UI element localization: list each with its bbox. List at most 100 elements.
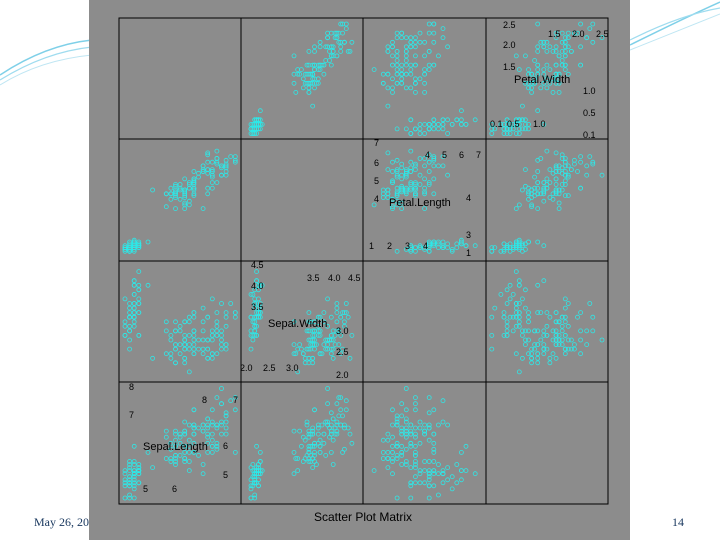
scatter-point [232,159,238,165]
scatter-point [412,431,418,437]
scatter-point [293,456,299,461]
scatter-point [523,305,528,311]
scatter-point [312,49,317,54]
scatter-point [308,319,314,325]
scatter-point [399,428,405,434]
scatter-point [127,495,133,501]
scatter-point [431,440,437,446]
scatter-point [298,67,304,72]
scatter-point [182,355,188,361]
scatter-point [412,90,418,95]
scatter-point [186,314,192,320]
tick-label: 3 [405,241,410,251]
scatter-point [310,342,316,348]
scatter-point [257,126,263,132]
scatter-point [435,126,441,132]
scatter-point [403,71,409,77]
scatter-point [214,440,220,446]
scatter-point [304,346,310,352]
scatter-point [219,332,224,338]
scatter-point [529,346,534,352]
scatter-point [553,191,559,197]
scatter-point [390,169,395,174]
tick-label: 5 [223,470,228,480]
scatter-point [295,369,301,375]
scatter-point [186,332,192,338]
scatter-point [394,62,400,68]
scatter-point [572,30,577,36]
scatter-point [300,459,306,464]
labels-layer: Petal.Width Petal.Length Sepal.Width Sepal.… [129,20,609,494]
scatter-point [504,117,510,123]
scatter-point [426,477,432,483]
scatter-point [205,355,211,361]
scatter-point [569,49,574,54]
scatter-point [498,291,504,297]
scatter-point [252,126,258,132]
scatter-point [399,452,405,458]
scatter-point [556,71,562,77]
scatter-point [472,243,478,249]
scatter-point [553,49,559,54]
scatter-point [173,342,178,348]
scatter-point [173,456,178,461]
scatter-point [163,434,169,440]
scatter-point [182,443,188,449]
scatter-point [399,67,405,72]
scatter-point [516,301,522,306]
scatter-point [297,428,303,434]
scatter-point [256,483,261,489]
scatter-point [252,314,258,320]
scatter-point [463,122,469,127]
scatter-point [168,351,174,357]
scatter-point [214,446,220,452]
scatter-point [575,314,580,320]
scatter-point [408,180,414,186]
scatter-point [380,456,386,461]
scatter-point [544,39,550,45]
scatter-point [431,126,437,132]
scatter-point [541,71,547,77]
scatter-point [417,131,423,136]
scatter-point [182,187,188,193]
scatter-point [256,477,261,483]
scatter-point [293,351,299,357]
scatter-point [340,449,346,455]
scatter-point [492,126,498,132]
scatter-point [516,282,522,288]
scatter-point [186,198,192,204]
scatter-point [501,314,507,320]
scatter-point [394,53,400,59]
scatter-point [214,319,220,325]
scatter-point [529,202,534,208]
scatter-point [390,434,395,440]
scatter-point [325,346,331,352]
scatter-point [529,90,534,95]
scatter-point [173,346,178,352]
tick-label: 3.5 [251,302,264,312]
scatter-point [394,193,400,199]
scatter-point [422,206,428,212]
scatter-point [403,425,409,431]
scatter-point [191,169,197,174]
scatter-point [252,122,258,127]
scatter-point [403,416,409,422]
scatter-point [422,163,428,169]
scatter-point [223,425,229,431]
scatter-point [209,174,215,180]
scatter-point [127,346,133,352]
scatter-point [541,80,547,86]
scatter-point [385,191,391,197]
scatter-point [349,440,355,446]
scatter-point [529,187,534,193]
scatter-point [520,103,525,109]
scatter-point [403,174,409,180]
scatter-point [173,459,178,464]
scatter-point [578,62,583,68]
scatter-point [547,314,553,320]
scatter-point [431,176,437,182]
scatter-point [306,319,312,325]
scatter-point [321,440,327,446]
scatter-point [426,437,432,443]
scatter-point [182,342,188,348]
